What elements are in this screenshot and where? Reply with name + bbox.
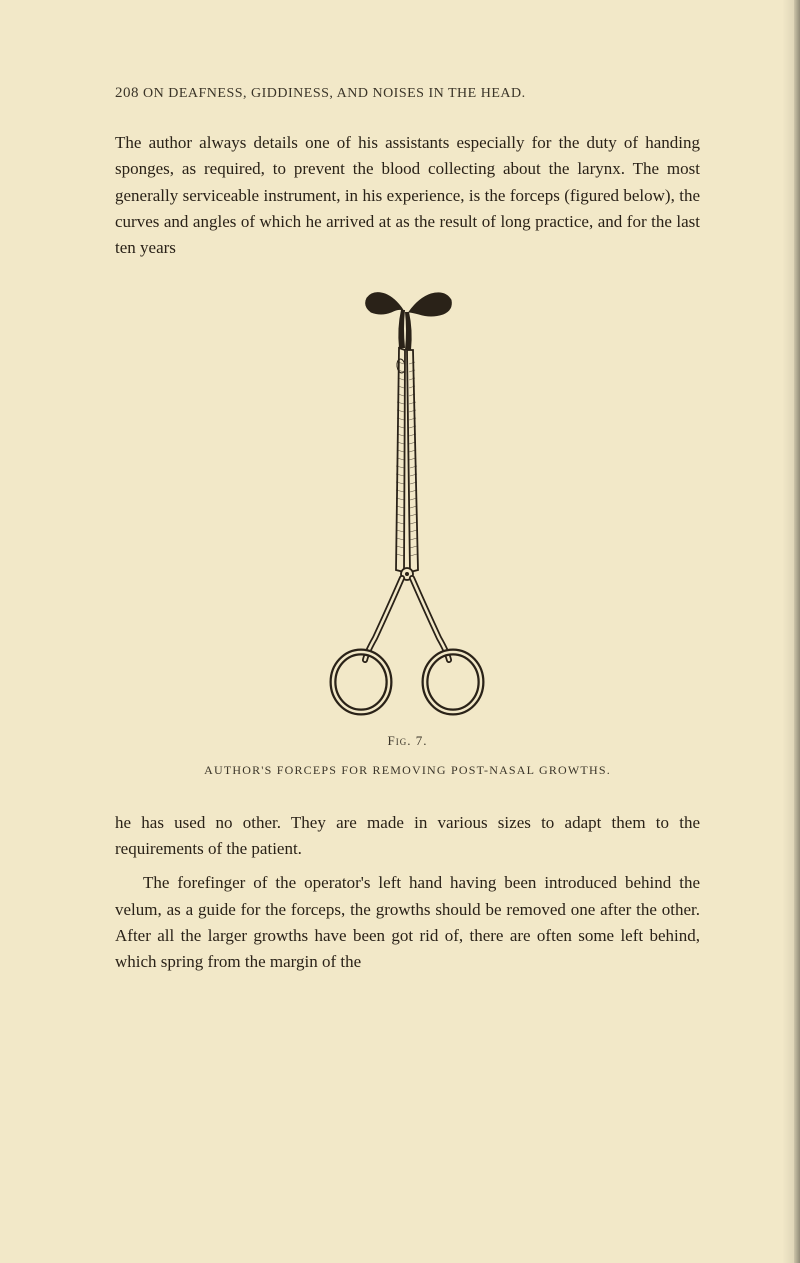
forceps-shafts	[396, 348, 418, 572]
figure-caption: AUTHOR'S FORCEPS FOR REMOVING POST-NASAL…	[115, 763, 700, 778]
book-page: 208 ON DEAFNESS, GIDDINESS, AND NOISES I…	[0, 0, 800, 1263]
page-number: 208	[115, 85, 139, 101]
page-edge-shadow	[782, 0, 794, 1263]
figure-7: Fig. 7.	[115, 280, 700, 749]
forceps-tips	[365, 292, 451, 349]
paragraph-1: The author always details one of his ass…	[115, 130, 700, 262]
forceps-arms	[365, 578, 449, 660]
paragraph-3: The forefinger of the operator's left ha…	[115, 870, 700, 975]
forceps-rings	[333, 652, 481, 712]
page-edge	[794, 0, 800, 1263]
running-header: 208 ON DEAFNESS, GIDDINESS, AND NOISES I…	[115, 85, 700, 102]
paragraph-2: he has used no other. They are made in v…	[115, 810, 700, 863]
running-head-text: ON DEAFNESS, GIDDINESS, AND NOISES IN TH…	[143, 86, 526, 101]
forceps-illustration	[303, 280, 513, 720]
figure-label: Fig. 7.	[115, 733, 700, 749]
